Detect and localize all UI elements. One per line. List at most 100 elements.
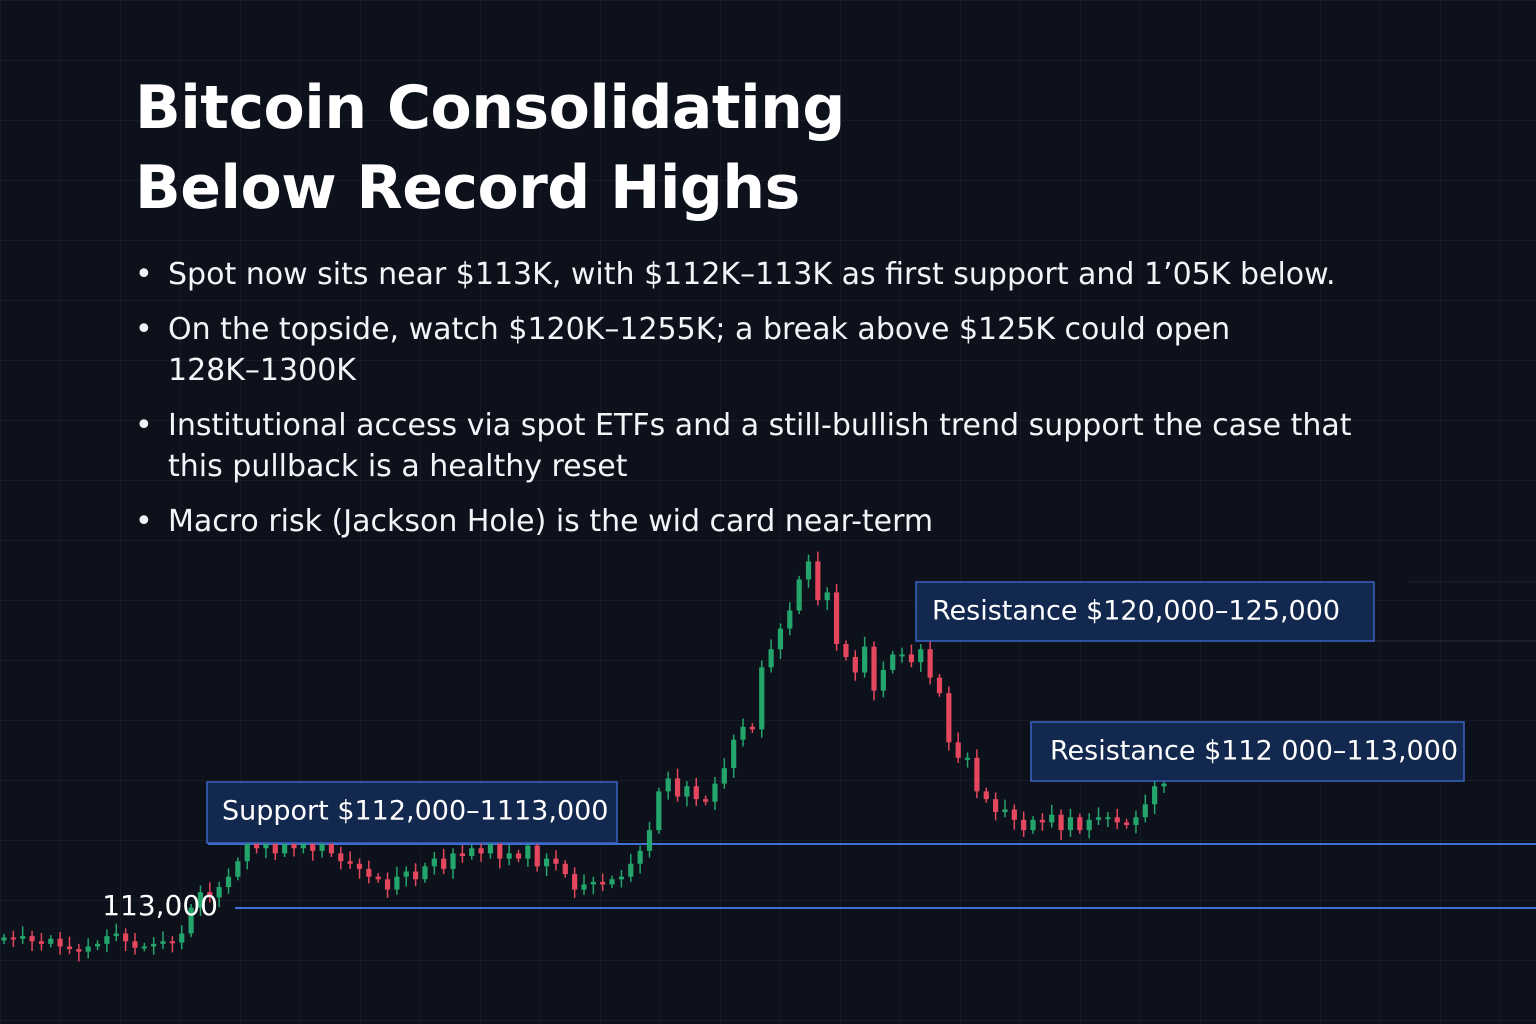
- candle-down: [1039, 819, 1045, 823]
- candle-up: [768, 649, 774, 668]
- candle-down: [347, 861, 353, 864]
- candle-down: [169, 941, 175, 944]
- candle-down: [413, 871, 419, 880]
- candle-down: [132, 941, 138, 948]
- candle-up: [160, 941, 166, 944]
- candle-down: [29, 936, 35, 942]
- candle-up: [487, 843, 494, 854]
- resistance-box-high: Resistance $120,000–125,000: [915, 581, 1375, 642]
- candle-down: [515, 853, 522, 859]
- candle-up: [197, 892, 204, 908]
- candle-up: [646, 830, 653, 851]
- bullet-item: Macro risk (Jackson Hole) is the wid car…: [135, 501, 1435, 542]
- candle-down: [955, 742, 961, 758]
- candle-up: [1, 937, 7, 941]
- candle-up: [1133, 817, 1139, 825]
- support-box: Support $112,000–1113,000: [206, 781, 618, 844]
- candle-up: [618, 876, 625, 880]
- candle-down: [76, 949, 82, 952]
- candle-up: [805, 561, 812, 580]
- candle-down: [908, 654, 915, 663]
- resistance-box-high-label: Resistance $120,000–125,000: [932, 596, 1340, 627]
- title-line-1: Bitcoin Consolidating: [135, 73, 845, 143]
- candle-down: [1058, 814, 1064, 831]
- candle-down: [1011, 809, 1017, 820]
- title-line-2: Below Record Highs: [135, 153, 800, 223]
- candle-down: [993, 799, 999, 813]
- resistance-box-low: Resistance $112 000–113,000: [1030, 721, 1465, 782]
- candle-down: [936, 677, 943, 694]
- bullet-list: Spot now sits near $113K, with $112K–113…: [135, 254, 1435, 542]
- candle-down: [749, 726, 755, 730]
- candle-up: [1105, 817, 1111, 820]
- candle-down: [1077, 817, 1083, 831]
- candle-up: [787, 610, 793, 629]
- bullet-item: Institutional access via spot ETFs and a…: [135, 405, 1398, 487]
- candle-up: [450, 853, 456, 869]
- candle-up: [628, 863, 634, 877]
- candle-down: [871, 646, 877, 691]
- candle-up: [543, 858, 550, 867]
- candle-down: [833, 592, 840, 645]
- candle-up: [824, 592, 830, 601]
- candle-down: [441, 858, 447, 869]
- candle-down: [1123, 822, 1130, 825]
- page-title: Bitcoin Consolidating Below Record Highs: [135, 68, 1135, 228]
- candle-up: [244, 840, 250, 862]
- candle-down: [366, 868, 372, 877]
- candle-down: [562, 863, 568, 875]
- candle-down: [572, 874, 578, 890]
- candle-up: [759, 667, 765, 730]
- candle-down: [291, 843, 297, 849]
- candle-up: [469, 848, 475, 856]
- candle-down: [123, 933, 129, 942]
- candle-up: [1142, 804, 1148, 818]
- candle-down: [1114, 817, 1120, 823]
- candle-up: [141, 946, 147, 949]
- bullet-item: On the topside, watch $120K–1255K; a bre…: [135, 309, 1288, 391]
- candle-down: [843, 644, 849, 657]
- candle-up: [282, 843, 288, 854]
- candle-up: [394, 876, 400, 890]
- candle-up: [151, 943, 157, 947]
- candle-down: [10, 937, 16, 940]
- candle-down: [974, 757, 980, 792]
- candle-down: [852, 656, 858, 673]
- candle-up: [590, 881, 596, 885]
- candle-up: [104, 936, 110, 944]
- candle-up: [1095, 817, 1102, 820]
- bullet-item: Spot now sits near $113K, with $112K–113…: [135, 254, 1435, 295]
- candle-up: [1086, 819, 1092, 831]
- candle-up: [113, 933, 119, 937]
- candle-down: [534, 845, 540, 867]
- candle-up: [684, 786, 690, 797]
- candle-down: [674, 778, 681, 797]
- candle-down: [553, 858, 559, 864]
- candle-down: [356, 863, 363, 869]
- candle-up: [964, 757, 971, 760]
- candle-up: [880, 669, 886, 691]
- candle-up: [1152, 786, 1158, 805]
- candle-up: [431, 858, 437, 867]
- candle-up: [890, 654, 896, 670]
- candle-up: [85, 946, 91, 952]
- candle-up: [94, 943, 101, 947]
- candle-up: [422, 866, 428, 880]
- candle-down: [66, 946, 73, 950]
- candle-up: [1002, 809, 1008, 813]
- candle-up: [216, 887, 222, 898]
- candle-up: [609, 879, 615, 885]
- candle-up: [20, 936, 26, 939]
- candle-up: [403, 871, 409, 877]
- candle-down: [459, 853, 465, 856]
- candle-down: [38, 941, 45, 944]
- candle-down: [57, 938, 63, 947]
- candle-down: [1021, 819, 1027, 831]
- candle-up: [637, 850, 643, 864]
- candle-up: [918, 649, 924, 663]
- candle-down: [375, 876, 381, 880]
- candle-down: [384, 879, 391, 890]
- candle-down: [815, 561, 821, 601]
- candle-up: [665, 778, 671, 792]
